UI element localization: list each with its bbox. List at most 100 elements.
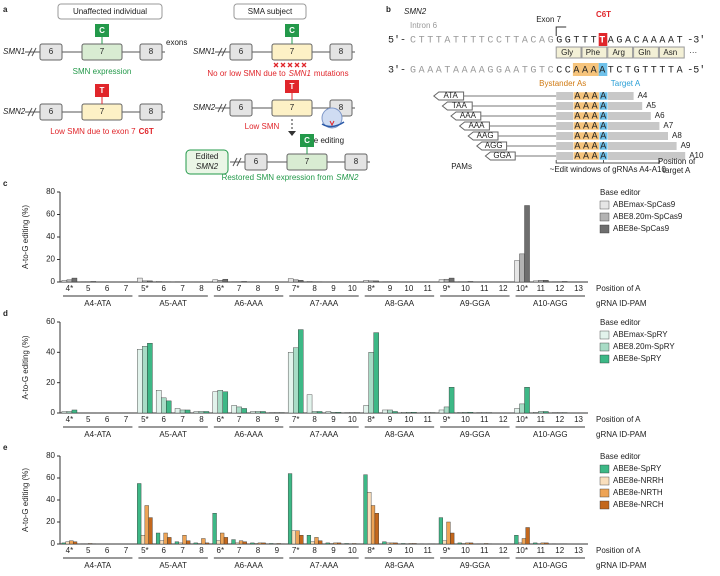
window-seq: AAA bbox=[574, 132, 600, 143]
legend-swatch bbox=[599, 500, 610, 510]
x-tick-label: 7 bbox=[237, 284, 242, 293]
x-tick-label: 6 bbox=[105, 415, 110, 424]
bar bbox=[533, 280, 539, 283]
group-label: A5-AAT bbox=[159, 561, 187, 570]
y-axis-label: A-to-G editing (%) bbox=[21, 335, 30, 399]
bar bbox=[467, 281, 474, 283]
x-axis-label: Position of A bbox=[596, 415, 641, 424]
bar bbox=[159, 540, 164, 545]
legend-label: ABE8e-SpRY bbox=[613, 464, 662, 473]
y-tick-label: 40 bbox=[46, 495, 55, 504]
group-label: A6-AAA bbox=[234, 299, 263, 308]
exon-number: 7 bbox=[290, 47, 295, 56]
target-window bbox=[598, 91, 609, 101]
x-tick-label: 11 bbox=[480, 415, 489, 424]
bar bbox=[66, 411, 73, 414]
x-tick-label: 9 bbox=[331, 284, 336, 293]
group-label: A7-AAA bbox=[310, 561, 339, 570]
group-label: A9-GGA bbox=[460, 561, 491, 570]
bar bbox=[469, 542, 474, 545]
x-tick-label: 7 bbox=[124, 546, 129, 555]
bar bbox=[368, 352, 374, 414]
legend-label: ABE8e-NRCH bbox=[613, 500, 664, 509]
x-tick-label: 6 bbox=[161, 415, 166, 424]
bar bbox=[65, 541, 70, 545]
x-tick-label: 10 bbox=[461, 546, 470, 555]
bar bbox=[519, 403, 525, 414]
bar bbox=[325, 411, 332, 414]
x-tick-label: 7 bbox=[124, 284, 129, 293]
bar bbox=[467, 412, 474, 414]
y-tick-label: 80 bbox=[46, 451, 55, 460]
gene-name: SMN1 bbox=[193, 47, 215, 56]
bar bbox=[276, 543, 281, 545]
x-tick-label: 8 bbox=[256, 284, 261, 293]
bar bbox=[316, 411, 323, 414]
bar bbox=[363, 405, 369, 414]
x-tick-label: 12 bbox=[499, 546, 508, 555]
gene-name: SMN1 bbox=[3, 47, 25, 56]
x-tick-label: 10 bbox=[348, 415, 357, 424]
x-tick-label: 4* bbox=[66, 546, 74, 555]
bar bbox=[393, 542, 398, 545]
bar bbox=[137, 277, 143, 283]
x-tick-label: 13 bbox=[574, 546, 583, 555]
sequence: 3′- bbox=[388, 65, 406, 77]
legend-swatch bbox=[599, 488, 610, 498]
window-seq: AAA bbox=[574, 122, 600, 133]
bar bbox=[443, 278, 450, 283]
x-tick-label: 7 bbox=[180, 284, 185, 293]
bar bbox=[166, 400, 172, 414]
panel-label: d bbox=[3, 309, 8, 318]
bar bbox=[457, 542, 462, 545]
bar bbox=[335, 412, 342, 414]
bar bbox=[291, 530, 296, 545]
bar bbox=[406, 412, 412, 414]
restored-part: Restored SMN expression from bbox=[222, 173, 334, 182]
mutation-cross bbox=[287, 62, 293, 68]
header-box bbox=[233, 3, 307, 20]
bar bbox=[533, 412, 539, 414]
legend-label: ABE8.20m-SpRY bbox=[613, 342, 675, 351]
amino-acid-box bbox=[581, 46, 608, 59]
bar bbox=[462, 412, 469, 414]
bar bbox=[521, 538, 526, 545]
group-label: A5-AAT bbox=[159, 430, 187, 439]
x-tick-label: 9* bbox=[443, 546, 451, 555]
bar bbox=[448, 277, 455, 283]
group-label: A10-AGG bbox=[533, 561, 568, 570]
bar bbox=[61, 280, 68, 283]
amino-acid: Gly bbox=[561, 48, 573, 57]
bar bbox=[198, 411, 205, 414]
gene-break bbox=[217, 103, 227, 113]
x-tick-label: 9 bbox=[331, 546, 336, 555]
legend-label: ABEmax-SpRY bbox=[613, 330, 668, 339]
edit-window bbox=[556, 152, 686, 160]
bar bbox=[137, 349, 143, 414]
x-tick-label: 12 bbox=[555, 546, 564, 555]
bar bbox=[231, 539, 236, 545]
bar bbox=[344, 543, 349, 545]
bar bbox=[562, 281, 568, 283]
bar bbox=[147, 280, 153, 283]
low-smn: Low SMN bbox=[245, 122, 280, 131]
bar bbox=[387, 409, 393, 414]
base-box bbox=[285, 80, 299, 93]
bar bbox=[368, 280, 374, 283]
x-tick-label: 12 bbox=[555, 284, 564, 293]
exon bbox=[244, 153, 268, 171]
bar bbox=[514, 408, 520, 414]
amino-acid-box bbox=[658, 46, 685, 59]
legend-label: ABE8e-NRRH bbox=[613, 476, 664, 485]
bar bbox=[216, 540, 221, 545]
bar bbox=[71, 409, 78, 414]
y-axis-label: A-to-G editing (%) bbox=[21, 205, 30, 269]
bar bbox=[167, 537, 172, 545]
bar bbox=[525, 527, 530, 545]
bar bbox=[310, 541, 315, 545]
x-tick-label: 10* bbox=[516, 284, 528, 293]
exon bbox=[139, 103, 163, 121]
amino-acid-box bbox=[607, 46, 634, 59]
bar bbox=[438, 279, 445, 283]
